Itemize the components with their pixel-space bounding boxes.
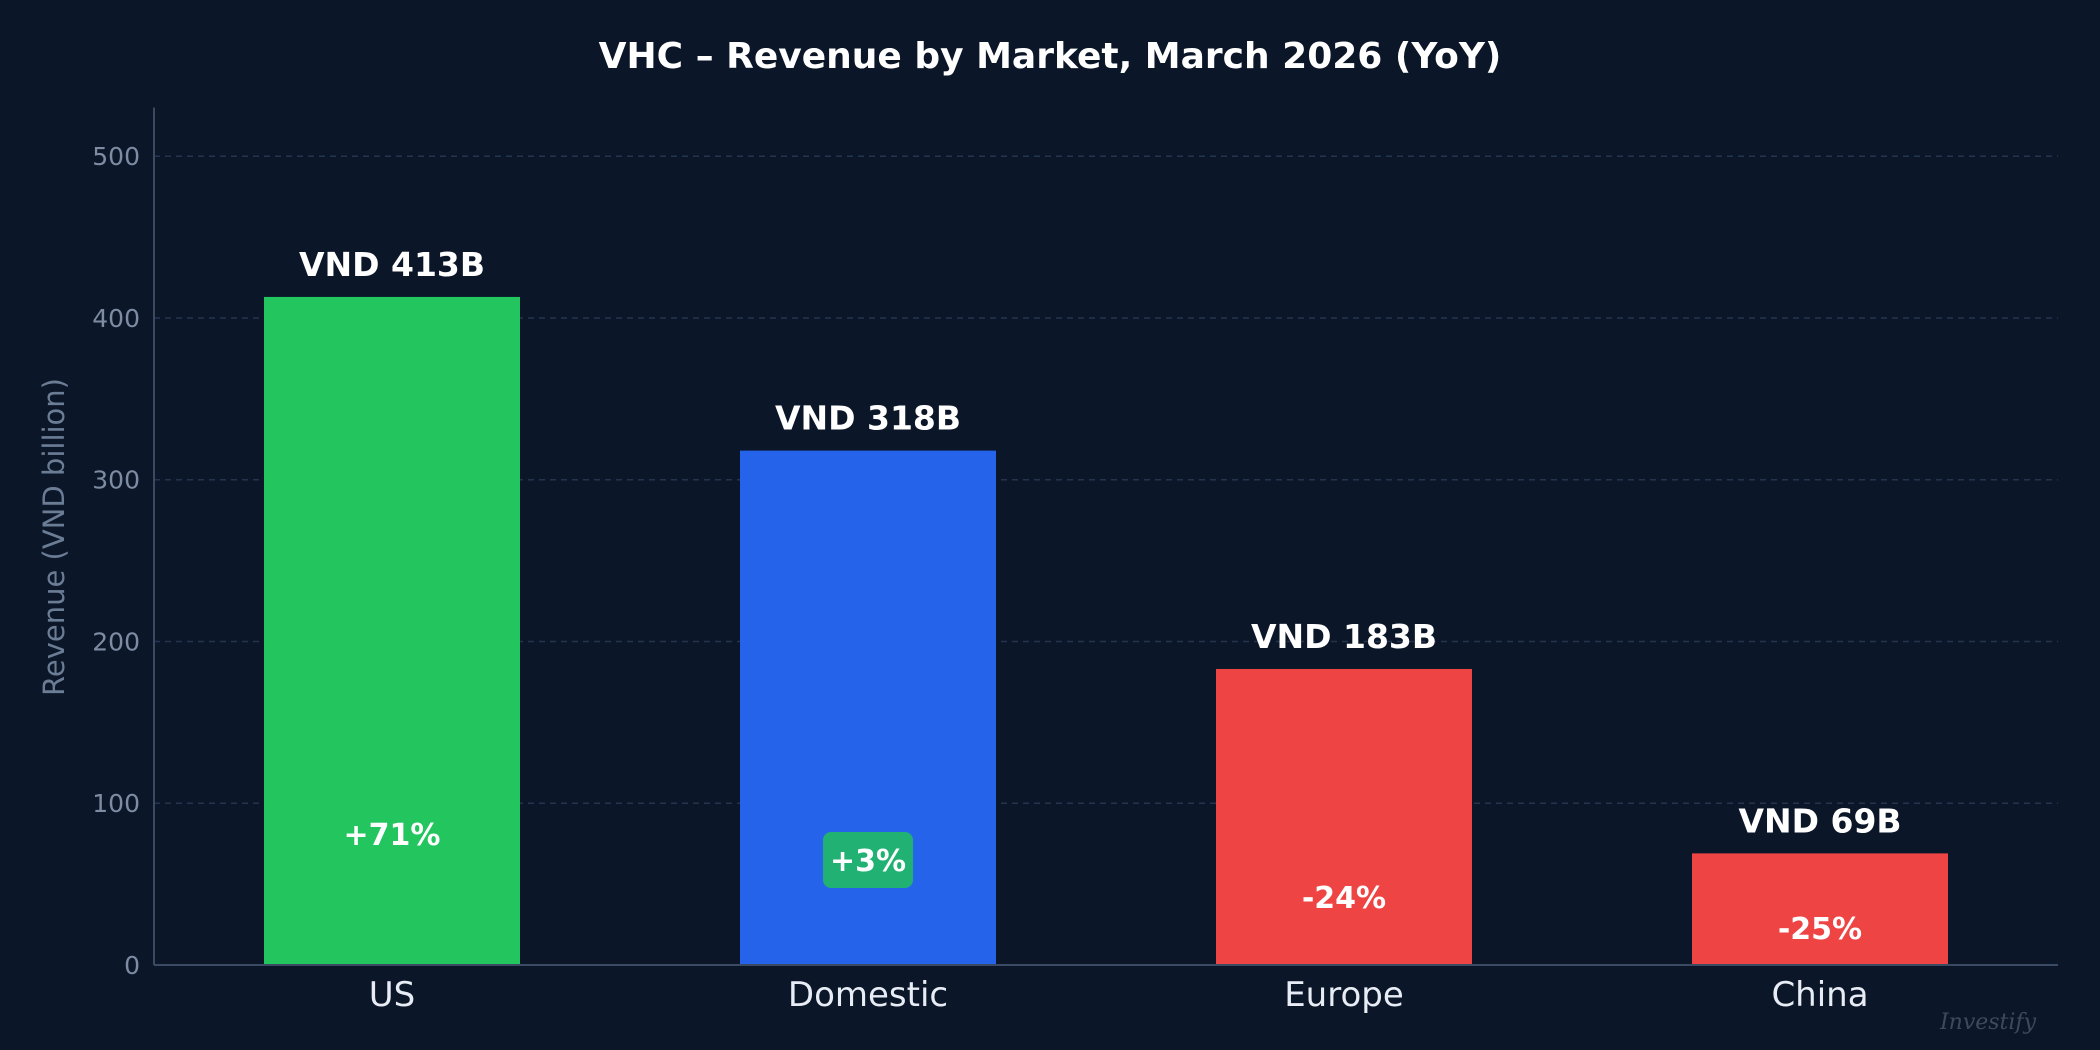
yoy-change-label: +3%: [830, 844, 906, 879]
x-tick-labels: US Domestic Europe China: [369, 975, 1869, 1015]
change-badge: [823, 832, 913, 888]
y-axis-label: Revenue (VND billion): [37, 378, 71, 696]
chart-title: VHC – Revenue by Market, March 2026 (YoY…: [599, 36, 1502, 77]
y-tick-label: 500: [92, 142, 140, 171]
bar: [1692, 853, 1948, 965]
gridlines: [154, 155, 2058, 804]
x-tick-label: China: [1771, 975, 1868, 1015]
bar: [264, 296, 520, 965]
yoy-change-label: -25%: [1778, 912, 1862, 947]
value-label: VND 318B: [775, 399, 961, 438]
watermark: Investify: [1939, 1010, 2037, 1035]
yoy-change-label: +71%: [344, 818, 441, 853]
bars: [264, 296, 1948, 965]
y-tick-label: 200: [92, 627, 140, 656]
value-label: VND 413B: [299, 245, 485, 284]
x-tick-label: US: [369, 975, 415, 1015]
y-tick-label: 400: [92, 304, 140, 333]
data-labels: VND 413B +71% VND 318B +3% VND 183B -24% VND 6…: [299, 245, 1902, 947]
value-label: VND 69B: [1738, 801, 1901, 840]
bar: [1216, 668, 1472, 965]
x-tick-label: Domestic: [788, 975, 948, 1015]
y-tick-label: 100: [92, 789, 140, 818]
y-tick-label: 300: [92, 466, 140, 495]
y-tick-labels: 0 100 200 300 400 500: [92, 142, 140, 980]
y-tick-label: 0: [124, 951, 140, 980]
yoy-change-label: -24%: [1302, 881, 1386, 916]
value-label: VND 183B: [1251, 617, 1437, 656]
x-tick-label: Europe: [1284, 975, 1404, 1015]
